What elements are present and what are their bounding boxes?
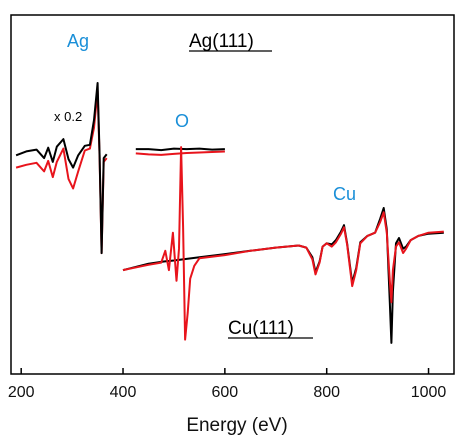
annotation-cu: Cu [333, 184, 356, 204]
series-black-segment-0 [15, 82, 108, 255]
x-ticks: 200 400 600 800 1000 [8, 368, 447, 401]
x-tick-label: 800 [313, 384, 340, 401]
x-axis-label: Energy (eV) [186, 415, 287, 436]
x-tick-label: 200 [8, 384, 35, 401]
annotation-ag: Ag [67, 31, 89, 51]
x-tick-label: 400 [110, 384, 137, 401]
trace-layer [15, 82, 444, 344]
annotation-oxygen: O [175, 111, 189, 131]
x-tick-label: 1000 [411, 384, 447, 401]
series-red-segment-2 [122, 146, 444, 341]
plot-frame [10, 14, 455, 375]
annotation-ag-sample: Ag(111) [189, 31, 254, 52]
annotation-scale-note: x 0.2 [54, 109, 82, 124]
x-tick-label: 600 [212, 384, 239, 401]
annotation-cu-sample: Cu(111) [228, 318, 294, 339]
